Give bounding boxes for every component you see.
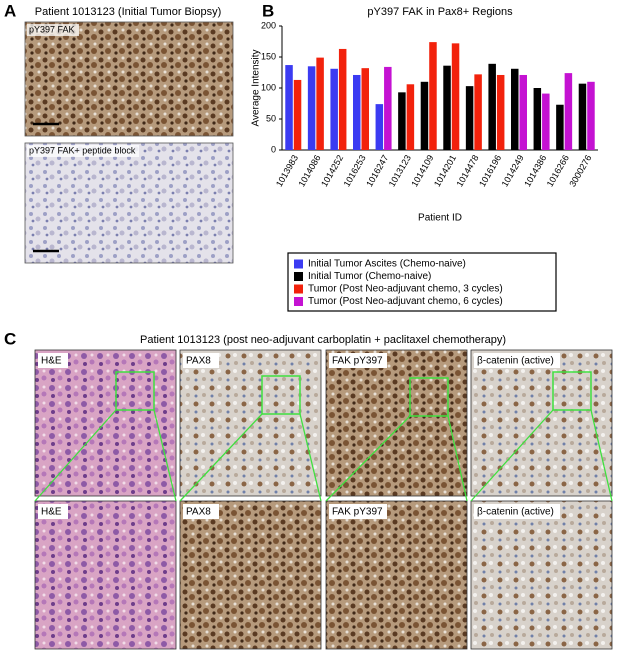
zoom-line [325,415,411,502]
image-label: FAK pY397 [332,507,383,518]
legend-swatch [294,284,303,294]
label-bg [27,24,79,36]
label-bg [329,504,387,519]
bar [353,74,361,150]
bar [451,43,460,150]
image-label: PAX8 [186,356,211,367]
bar [429,42,437,151]
legend-label: Tumor (Post Neo-adjuvant chemo, 3 cycles… [308,284,503,295]
chart-title: pY397 FAK in Pax8+ Regions [367,6,513,18]
image-label: pY397 FAK [29,24,75,34]
zoom-line [470,409,554,502]
x-axis-label: Patient ID [418,213,462,224]
zoom-box [115,371,155,411]
legend-label: Tumor (Post Neo-adjuvant chemo, 6 cycles… [308,296,503,307]
panel-title: Patient 1013123 (post neo-adjuvant carbo… [140,334,506,346]
y-tick-label: 50 [266,113,276,123]
legend-swatch [294,259,303,269]
legend-label: Initial Tumor (Chemo-naive) [308,271,431,282]
panel-label: C [4,329,16,348]
zoom-line [153,409,177,502]
bar [519,74,527,150]
legend-label: Initial Tumor Ascites (Chemo-naive) [308,259,466,270]
label-bg [183,353,219,368]
zoom-box [552,371,592,411]
zoom-line [179,413,263,502]
micrograph [24,142,234,264]
bar [511,68,519,150]
y-tick-label: 150 [261,51,276,61]
zoom-line [447,415,468,502]
image-label: H&E [41,356,62,367]
micrograph [325,349,468,497]
micrograph [179,500,322,650]
bar [293,79,302,150]
image-label: β-catenin (active) [477,507,554,518]
bar [330,68,338,150]
bar [443,65,451,150]
panel-label: A [4,1,16,20]
bar [496,74,505,150]
bar [375,104,384,150]
label-bg [474,353,560,368]
bar [533,88,542,150]
micrograph [24,21,234,137]
micrograph [325,500,468,650]
bar [488,63,496,150]
legend-swatch [294,272,303,281]
y-tick-label: 100 [261,82,276,92]
x-tick-label: 3000276 [567,153,593,188]
micrograph [34,500,177,650]
label-bg [38,504,68,519]
label-bg [183,504,219,519]
zoom-box [261,375,301,415]
image-label: H&E [41,507,62,518]
micrograph [34,349,177,497]
bar [338,48,347,150]
label-bg [38,353,68,368]
bar [474,74,482,150]
micrograph [179,349,322,497]
zoom-line [299,413,322,502]
label-bg [27,145,139,157]
y-tick-label: 200 [261,20,276,30]
bar [587,81,595,150]
bar [420,81,429,150]
panel-label: B [262,1,274,20]
zoom-line [590,409,613,502]
y-axis-label: Average Intensity [251,49,262,126]
bar [307,66,316,150]
image-label: pY397 FAK+ peptide block [29,145,136,155]
bar [542,93,550,150]
image-label: FAK pY397 [332,356,383,367]
bar [361,68,369,150]
image-label: PAX8 [186,507,211,518]
bar [406,84,415,150]
legend-box [287,252,557,312]
bar [564,73,573,150]
label-bg [474,504,560,519]
zoom-line [34,409,117,502]
zoom-box [409,377,449,417]
image-label: β-catenin (active) [477,356,554,367]
bar [578,83,587,150]
bar [556,104,564,150]
bar [285,65,293,150]
bar [384,66,392,150]
legend-swatch [294,297,303,306]
bar [465,86,474,150]
micrograph [470,500,613,650]
panel-title: Patient 1013123 (Initial Tumor Biopsy) [35,6,222,18]
label-bg [329,353,387,368]
bar [398,92,406,150]
y-tick-label: 0 [271,144,276,154]
bar [316,57,324,151]
